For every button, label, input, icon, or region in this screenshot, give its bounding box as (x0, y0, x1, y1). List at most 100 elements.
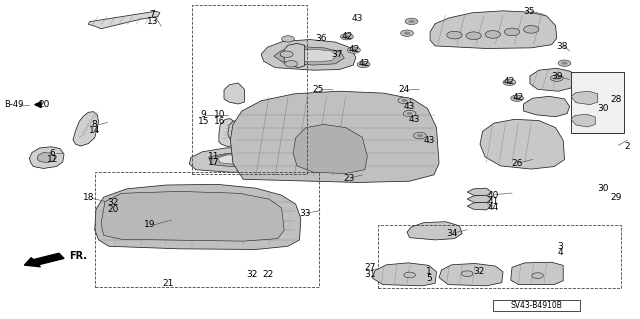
Text: 9: 9 (201, 110, 206, 119)
Text: 39: 39 (551, 72, 563, 81)
Polygon shape (571, 114, 595, 127)
Text: 44: 44 (487, 204, 499, 212)
Text: 11: 11 (208, 152, 220, 161)
Polygon shape (571, 91, 598, 105)
Polygon shape (372, 263, 436, 286)
Circle shape (285, 61, 298, 67)
Text: 32: 32 (246, 271, 257, 279)
Circle shape (401, 30, 413, 36)
Circle shape (344, 35, 350, 38)
Text: 42: 42 (358, 59, 370, 68)
Polygon shape (101, 191, 284, 241)
Bar (493, 300, 580, 311)
Text: 42: 42 (513, 93, 524, 102)
Text: 18: 18 (83, 193, 94, 202)
Circle shape (514, 97, 520, 100)
Text: 28: 28 (610, 95, 621, 104)
Polygon shape (284, 43, 305, 68)
Polygon shape (530, 68, 575, 91)
Text: 13: 13 (147, 17, 158, 26)
Text: 31: 31 (364, 270, 376, 279)
Text: 21: 21 (162, 279, 173, 288)
Circle shape (340, 33, 353, 40)
Circle shape (405, 18, 418, 25)
Polygon shape (467, 188, 492, 196)
Circle shape (404, 32, 410, 35)
Text: 15: 15 (198, 117, 209, 126)
Text: 36: 36 (316, 34, 327, 43)
Polygon shape (224, 83, 244, 104)
Text: 27: 27 (364, 263, 376, 272)
Polygon shape (189, 147, 296, 172)
Circle shape (406, 112, 413, 115)
Polygon shape (511, 262, 563, 285)
Circle shape (461, 271, 473, 277)
Polygon shape (228, 121, 244, 144)
Polygon shape (209, 153, 271, 167)
Text: 19: 19 (144, 220, 156, 229)
Circle shape (466, 32, 481, 40)
Text: 29: 29 (610, 193, 621, 202)
FancyArrow shape (24, 253, 64, 267)
Text: 43: 43 (409, 115, 420, 124)
Circle shape (532, 273, 543, 278)
Polygon shape (467, 195, 492, 203)
Polygon shape (293, 124, 367, 174)
Text: 6: 6 (50, 149, 55, 158)
Text: 30: 30 (597, 184, 609, 193)
Polygon shape (524, 96, 570, 117)
Circle shape (282, 36, 294, 42)
Text: 42: 42 (504, 77, 515, 86)
Circle shape (554, 77, 560, 80)
Polygon shape (480, 119, 564, 169)
Polygon shape (439, 263, 503, 286)
Polygon shape (73, 112, 99, 146)
Polygon shape (467, 202, 492, 210)
Text: 1: 1 (426, 267, 431, 276)
Text: 17: 17 (208, 158, 220, 167)
Text: 4: 4 (558, 248, 563, 257)
Bar (95, 172, 319, 287)
Text: 2: 2 (625, 142, 630, 151)
Text: 20: 20 (38, 100, 50, 109)
Polygon shape (230, 91, 439, 182)
Text: 42: 42 (342, 32, 353, 41)
Text: 38: 38 (556, 42, 568, 51)
Circle shape (524, 26, 539, 33)
Polygon shape (219, 119, 237, 147)
Text: 25: 25 (312, 85, 324, 94)
Polygon shape (29, 147, 64, 168)
Text: 23: 23 (344, 174, 355, 183)
Polygon shape (430, 11, 557, 48)
Text: 8: 8 (92, 120, 97, 129)
Circle shape (348, 47, 360, 53)
Polygon shape (95, 184, 301, 249)
Text: 10: 10 (214, 110, 226, 119)
Polygon shape (274, 47, 344, 65)
Circle shape (403, 110, 416, 117)
Text: 42: 42 (349, 45, 360, 54)
Text: 41: 41 (487, 197, 499, 206)
Circle shape (404, 272, 415, 278)
Text: 30: 30 (597, 104, 609, 113)
Circle shape (413, 132, 426, 139)
Text: 40: 40 (487, 191, 499, 200)
Text: 24: 24 (399, 85, 410, 94)
Text: 33: 33 (299, 209, 310, 218)
Text: 43: 43 (351, 14, 363, 23)
Text: 22: 22 (262, 271, 273, 279)
Circle shape (417, 134, 423, 137)
Text: 37: 37 (331, 50, 342, 59)
Polygon shape (261, 40, 356, 70)
Circle shape (503, 79, 516, 85)
Text: 32: 32 (107, 198, 118, 207)
Text: FR.: FR. (69, 251, 87, 262)
Text: 20: 20 (107, 205, 118, 214)
Text: 3: 3 (558, 242, 563, 251)
Text: 7: 7 (150, 11, 155, 19)
Text: 12: 12 (47, 155, 58, 164)
Text: 14: 14 (89, 126, 100, 135)
Circle shape (485, 31, 500, 38)
Polygon shape (37, 152, 55, 163)
Circle shape (360, 63, 367, 66)
